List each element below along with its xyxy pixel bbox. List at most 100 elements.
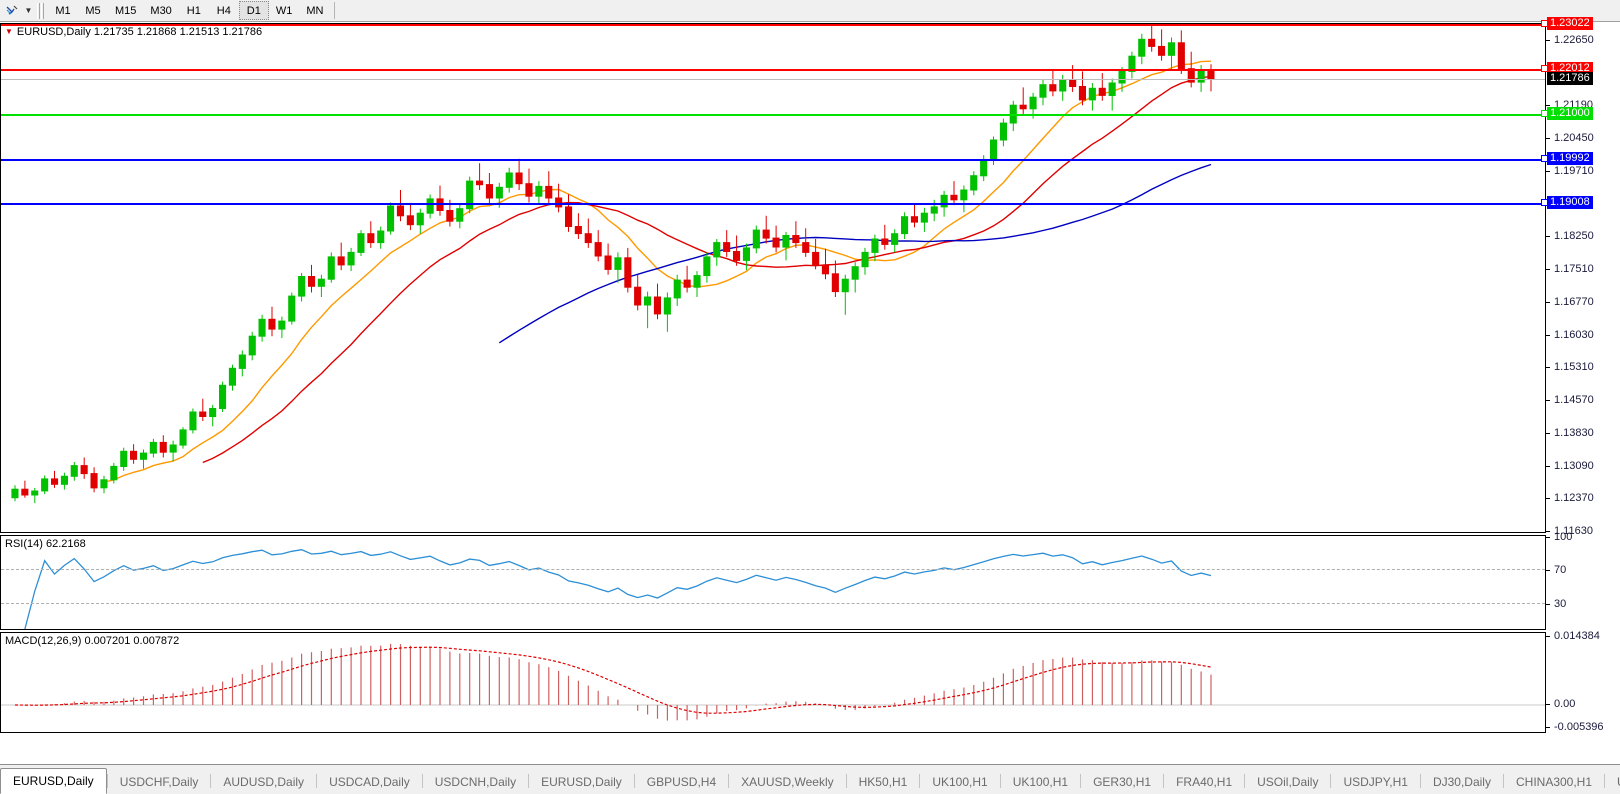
rsi-tick-30: 30 [1546,599,1566,610]
macd-pane[interactable]: MACD(12,26,9) 0.007201 0.007872 [0,632,1546,733]
chart-tab-eurusd-daily[interactable]: EURUSD,Daily [541,775,622,789]
chart-area[interactable]: ▼ EURUSD,Daily 1.21735 1.21868 1.21513 1… [0,16,1620,780]
chart-tab-dj30-daily[interactable]: DJ30,Daily [1432,775,1491,789]
symbol-header-text: EURUSD,Daily 1.21735 1.21868 1.21513 1.2… [16,26,263,38]
price-label-support-green[interactable]: 1.21000 [1547,106,1593,120]
level-line-support-blue-upper[interactable] [1,159,1545,162]
level-line-support-blue-lower[interactable] [1,203,1545,205]
macd-scale[interactable]: 0.014384 0.00 -0.005396 [1546,631,1620,733]
level-line-resistance-upper[interactable] [1,24,1545,26]
price-tick-13: 1.11630 [1546,526,1593,537]
timeframe-button-group: M1 M5 M15 M30 H1 H4 D1 W1 MN [48,1,339,21]
level-handle-support-blue-lower[interactable] [1541,198,1548,206]
tab-divider [999,774,1001,788]
price-label-support-blue-upper[interactable]: 1.19992 [1547,151,1593,165]
level-handle-resistance-lower[interactable] [1541,64,1548,72]
price-tick-9: 1.14570 [1546,394,1594,406]
tab-divider [1244,774,1246,788]
level-handle-resistance-upper[interactable] [1541,19,1548,27]
chart-tab-usoil-daily[interactable]: USOil,Daily [1257,775,1319,789]
chart-tab-gbpusd-h4[interactable]: GBPUSD,H4 [646,775,717,789]
dropdown-arrow-icon[interactable]: ▼ [24,6,33,15]
chart-tab-us[interactable]: US [1605,770,1620,794]
chart-tab-xauusd-weekly[interactable]: XAUUSD,Weekly [741,775,834,789]
price-pane[interactable]: ▼ EURUSD,Daily 1.21735 1.21868 1.21513 1… [0,23,1546,533]
tab-divider [845,774,847,788]
rsi-level-70 [1,569,1545,570]
tab-divider [316,774,318,788]
tab-divider [528,774,530,788]
timeframe-button-m30[interactable]: M30 [150,5,172,17]
toolbar-separator [334,2,336,19]
price-tick-1: 1.21190 [1546,99,1593,111]
tab-divider [210,774,212,788]
toolbar-left-group: ▼ [0,2,48,20]
price-tick-10: 1.13830 [1546,427,1594,439]
rsi-title: RSI(14) 62.2168 [5,538,86,550]
timeframe-button-mn[interactable]: MN [306,5,324,17]
price-tick-7: 1.16030 [1546,329,1594,341]
macd-histogram-plot [1,643,1545,721]
price-label-resistance-upper[interactable]: 1.23022 [1547,16,1593,30]
rsi-level-30 [1,603,1545,604]
tab-divider [1163,774,1165,788]
timeframe-button-m1[interactable]: M1 [55,5,71,17]
chart-tab-usdjpy-h1[interactable]: USDJPY,H1 [1343,775,1408,789]
timeframe-button-h4[interactable]: H4 [216,5,231,17]
chart-tab-bar: EURUSD,Daily USDCHF,Daily AUDUSD,Daily USDC… [0,764,1620,794]
symbol-header: ▼ EURUSD,Daily 1.21735 1.21868 1.21513 1… [5,26,262,38]
tab-divider [421,774,423,788]
crosshair-icon[interactable] [2,2,22,20]
timeframe-button-m15[interactable]: M15 [115,5,137,17]
level-line-support-green[interactable] [1,114,1545,117]
candlestick-plot [11,24,1215,503]
macd-tick-2: -0.005396 [1546,722,1604,733]
chart-tab-uk100-h1[interactable]: UK100,H1 [1012,775,1069,789]
tab-divider [1502,774,1504,788]
tab-divider [633,774,635,788]
price-label-current-price[interactable]: 1.21786 [1547,71,1593,85]
chart-tab-audusd-daily[interactable]: AUDUSD,Daily [223,775,305,789]
price-tick-11: 1.13090 [1546,460,1594,472]
rsi-tick-70: 70 [1546,565,1566,576]
price-tick-2: 1.20450 [1546,132,1594,144]
chart-tab-eurusd-daily[interactable]: EURUSD,Daily [0,768,107,794]
level-handle-support-blue-upper[interactable] [1541,154,1548,162]
chart-tab-china300-h1[interactable]: CHINA300,H1 [1515,775,1593,789]
price-scale[interactable]: 1.22650 1.21190 1.20450 1.19710 1.18250 1.175… [1541,16,1620,537]
price-tick-5: 1.17510 [1546,263,1594,275]
chart-tab-uk100-h1[interactable]: UK100,H1 [932,775,988,789]
chart-tab-hk50-h1[interactable]: HK50,H1 [858,775,908,789]
rsi-scale[interactable]: 100 70 30 [1546,532,1620,630]
price-label-resistance-lower[interactable]: 1.22012 [1547,61,1593,75]
chart-tab-usdcnh-daily[interactable]: USDCNH,Daily [434,775,517,789]
timeframe-button-w1[interactable]: W1 [275,5,293,17]
macd-tick-0: 0.014384 [1546,631,1600,642]
macd-tick-1: 0.00 [1546,698,1575,710]
tab-divider [1080,774,1082,788]
rsi-pane[interactable]: RSI(14) 62.2168 [0,535,1546,630]
symbol-caret-icon: ▼ [5,27,13,36]
timeframe-button-h1[interactable]: H1 [186,5,201,17]
timeframe-button-m5[interactable]: M5 [85,5,101,17]
rsi-line-plot [24,549,1212,629]
level-line-resistance-lower[interactable] [1,69,1545,71]
price-label-support-blue-lower[interactable]: 1.19008 [1547,195,1593,209]
price-tick-0: 1.22650 [1546,34,1594,46]
toolbar: ▼ M1 M5 M15 M30 H1 H4 D1 W1 MN [0,0,1620,22]
level-line-current-price[interactable] [1,79,1545,81]
chart-tab-usdcad-daily[interactable]: USDCAD,Daily [329,775,410,789]
timeframe-button-d1[interactable]: D1 [238,1,269,20]
rsi-pane-inner [1,536,1545,629]
price-pane-inner [1,24,1545,532]
chart-tab-usdchf-daily[interactable]: USDCHF,Daily [119,775,199,789]
tab-divider [1419,774,1421,788]
price-tick-4: 1.18250 [1546,230,1594,242]
tab-divider [919,774,921,788]
chart-tab-ger30-h1[interactable]: GER30,H1 [1093,775,1152,789]
chart-tab-fra40-h1[interactable]: FRA40,H1 [1176,775,1233,789]
toolbar-grip[interactable] [37,2,44,19]
macd-pane-inner [1,633,1545,732]
level-handle-support-green[interactable] [1541,109,1548,117]
